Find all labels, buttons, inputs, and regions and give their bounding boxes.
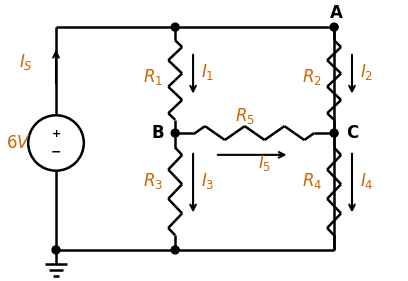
Text: +: + [51,129,61,139]
Circle shape [171,129,179,137]
Circle shape [52,246,60,254]
Circle shape [330,129,338,137]
Text: $R_{2}$: $R_{2}$ [302,67,322,87]
Text: $R_{1}$: $R_{1}$ [143,67,163,87]
Text: $I_{3}$: $I_{3}$ [201,171,215,191]
Text: $I_{1}$: $I_{1}$ [201,62,215,82]
Text: C: C [346,124,358,142]
Circle shape [330,23,338,31]
Text: $I_{5}$: $I_{5}$ [258,153,271,173]
Circle shape [171,23,179,31]
Text: −: − [51,145,61,158]
Text: $I_{2}$: $I_{2}$ [360,62,373,82]
Text: $I_{S}$: $I_{S}$ [19,52,33,72]
Text: $I_{4}$: $I_{4}$ [360,171,374,191]
Text: A: A [330,4,343,22]
Text: $6V$: $6V$ [6,134,31,152]
Text: $R_{3}$: $R_{3}$ [143,171,163,191]
Text: $R_{5}$: $R_{5}$ [235,106,255,126]
Circle shape [171,246,179,254]
Text: B: B [151,124,164,142]
Text: $R_{4}$: $R_{4}$ [302,171,322,191]
